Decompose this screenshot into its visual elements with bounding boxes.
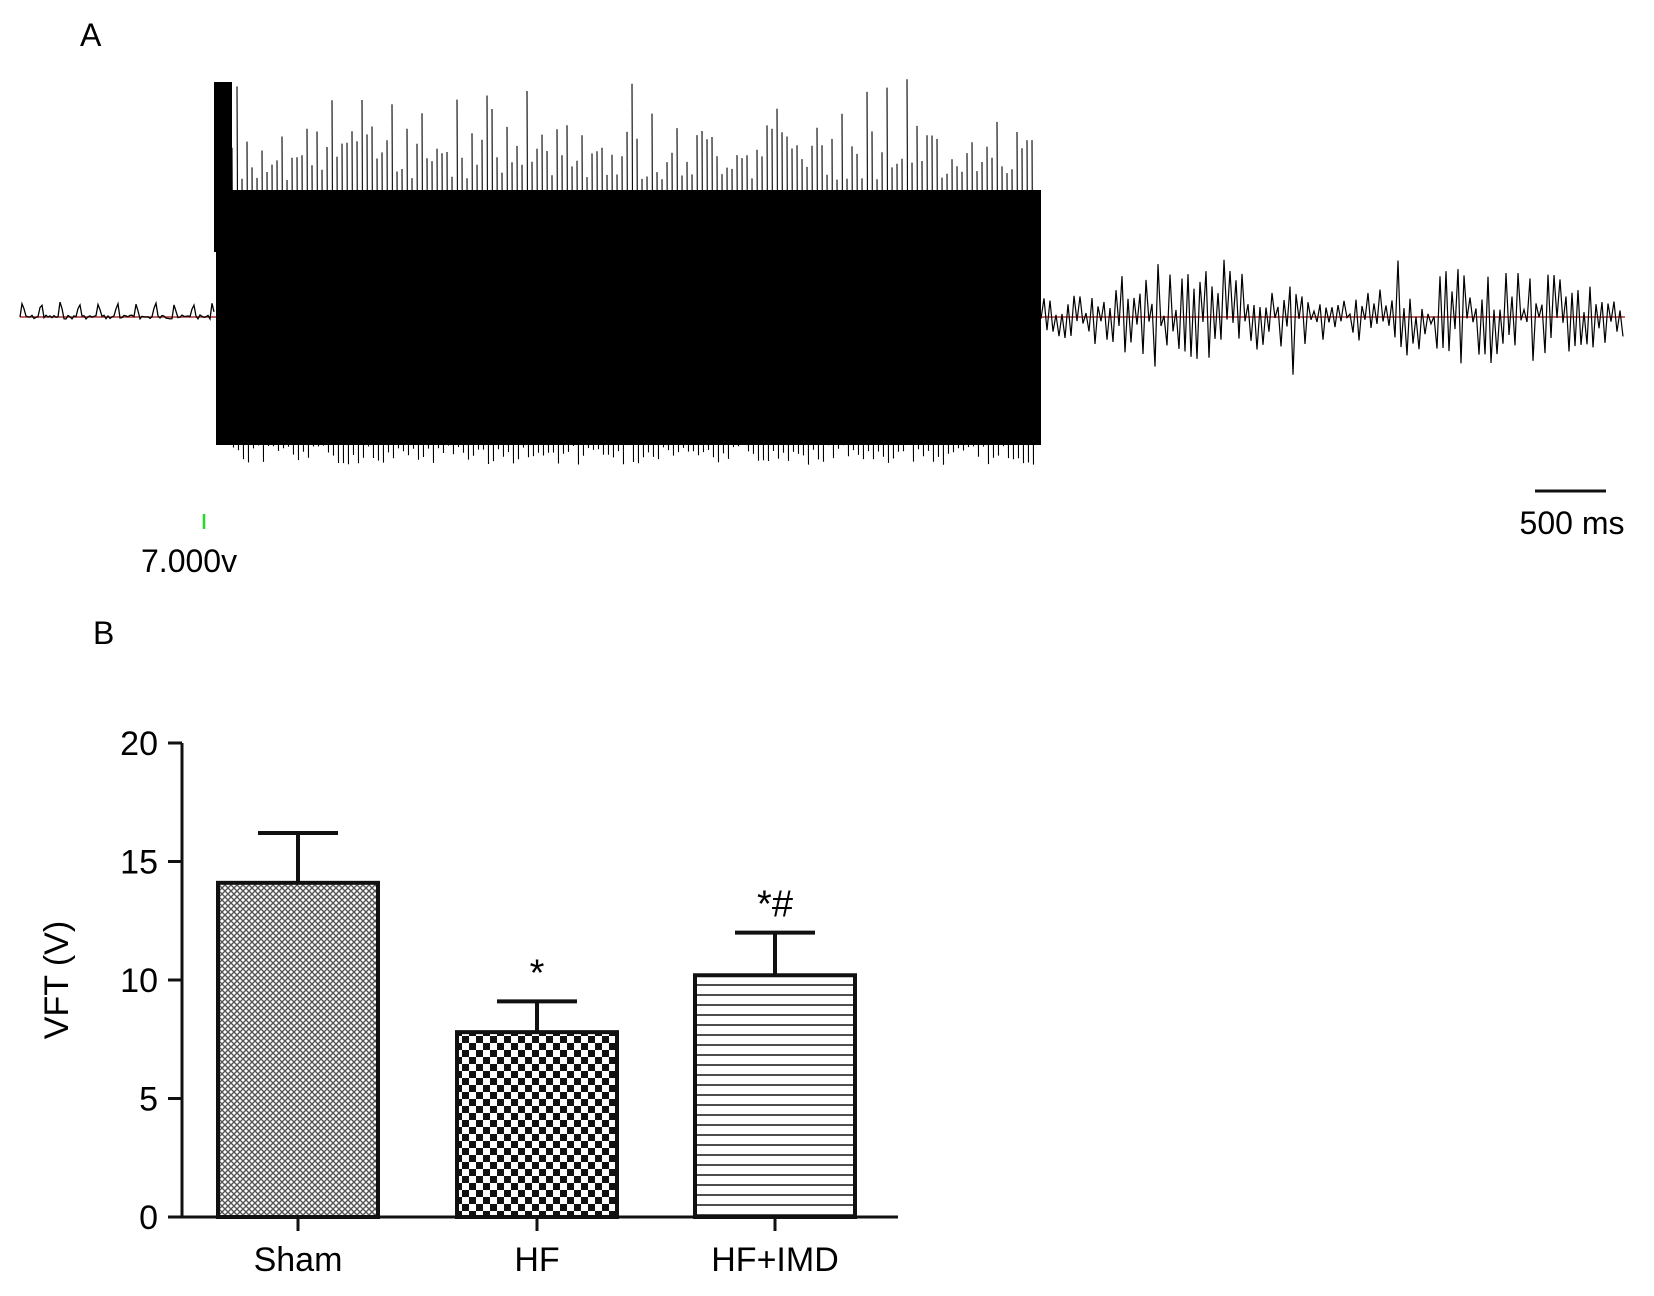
y-ticks: 0 5 10 15 20 [120, 725, 182, 1237]
scale-bar-label: 500 ms [1520, 505, 1625, 541]
panel-b-label: B [93, 615, 114, 651]
ecg-trace-burst-spikes [231, 79, 1035, 465]
stimulus-voltage-label: 7.000v [141, 543, 237, 579]
panel-a-label: A [80, 17, 102, 53]
panel-a: A 7.000v 500 ms [19, 17, 1625, 579]
significance-marker: * [530, 952, 545, 994]
x-ticks: Sham HF HF+IMD [254, 1217, 839, 1279]
bar-hf-imd [693, 973, 857, 1220]
x-tick-label: HF+IMD [711, 1241, 839, 1279]
bars: * *# [216, 831, 857, 1220]
ecg-trace [19, 79, 1624, 465]
y-tick-label: 20 [120, 725, 158, 763]
bar-hf [455, 1030, 619, 1220]
bar-sham [216, 880, 380, 1220]
ecg-trace-stimulus-onset [214, 82, 232, 252]
y-axis-label: VFT (V) [38, 921, 76, 1039]
bar-chart: VFT (V) 0 5 10 15 20 * *# Sham HF HF+IMD [38, 725, 898, 1279]
x-tick-label: Sham [254, 1241, 343, 1279]
y-tick-label: 5 [139, 1081, 158, 1119]
y-tick-label: 0 [139, 1199, 158, 1237]
y-tick-label: 10 [120, 962, 158, 1000]
ecg-trace-pre-stimulus [19, 300, 215, 322]
panel-b: B VFT (V) 0 5 10 15 20 * *# Sham HF HF+IMD [38, 615, 898, 1279]
significance-marker: *# [757, 884, 793, 926]
y-tick-label: 15 [120, 844, 158, 882]
x-tick-label: HF [514, 1241, 559, 1279]
ecg-trace-post-stimulus [1040, 259, 1624, 375]
